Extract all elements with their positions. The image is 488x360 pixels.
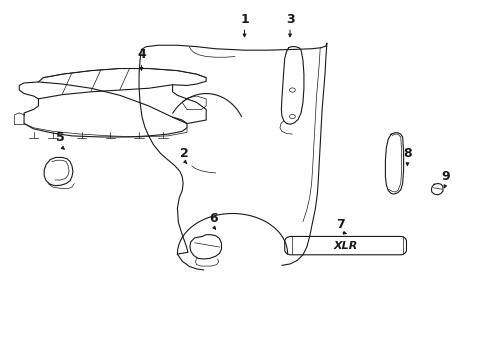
Text: 8: 8 [402, 147, 411, 160]
Text: 6: 6 [208, 212, 217, 225]
Text: 4: 4 [137, 48, 145, 61]
Text: 9: 9 [441, 170, 449, 183]
Text: 7: 7 [335, 217, 344, 231]
Text: 2: 2 [180, 147, 188, 160]
Text: XLR: XLR [333, 240, 357, 251]
Text: 1: 1 [240, 13, 248, 26]
Text: 3: 3 [285, 13, 294, 26]
Text: 5: 5 [56, 131, 64, 144]
